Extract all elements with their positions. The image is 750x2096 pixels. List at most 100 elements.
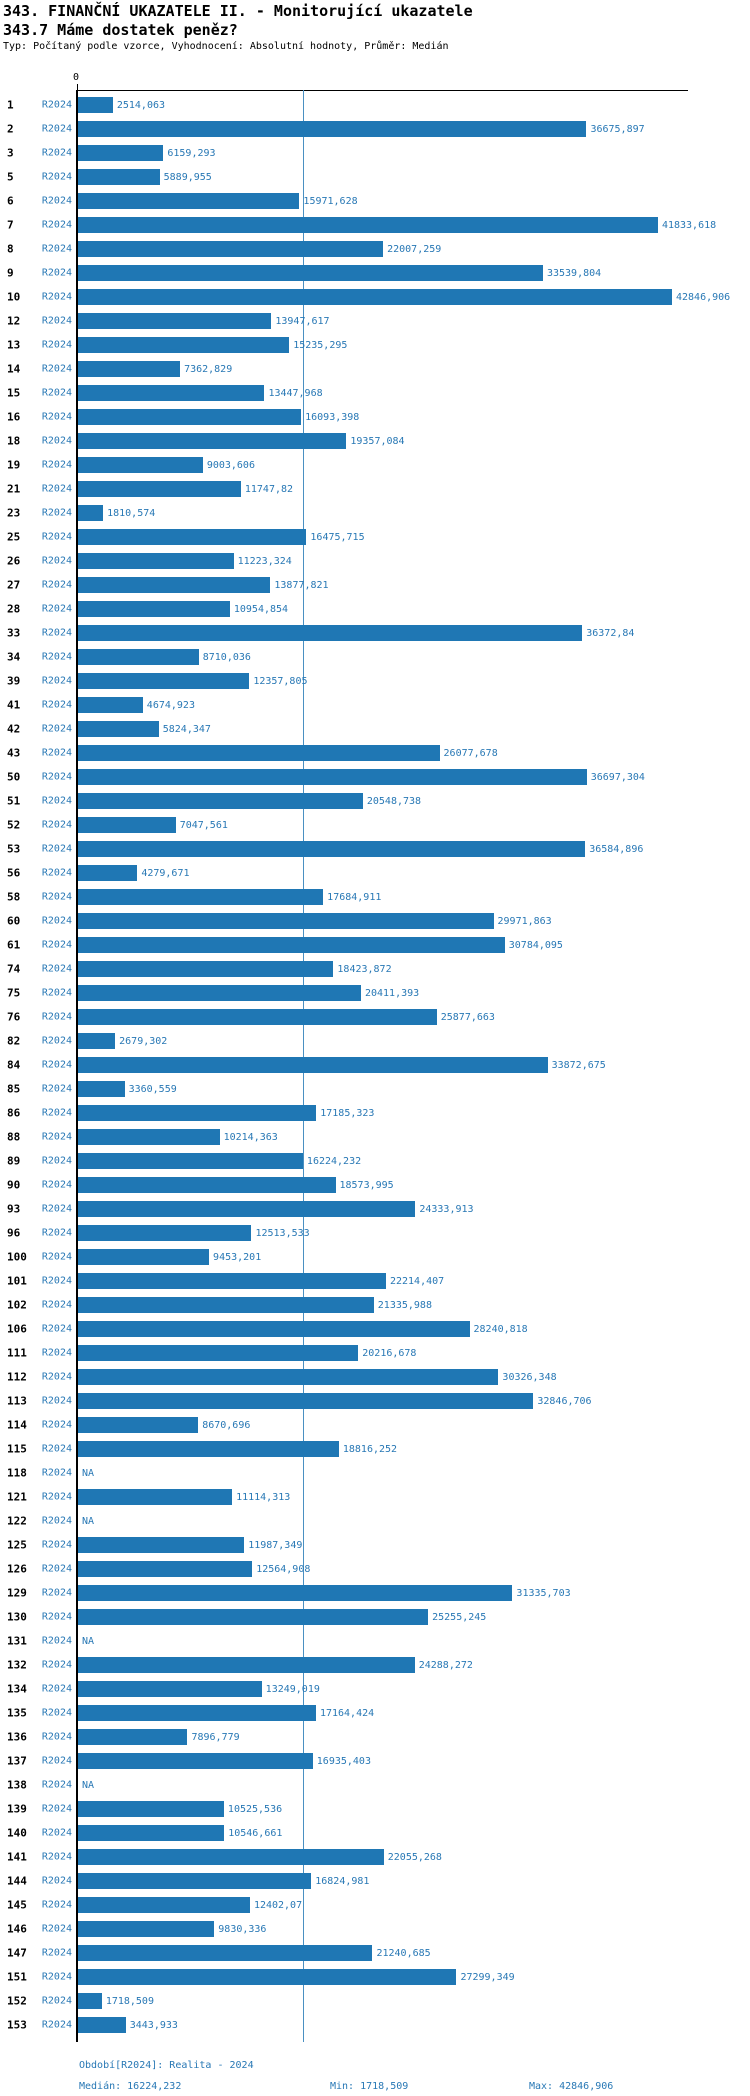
chart-row: 27 R2024 13877,821 [0,573,750,597]
bar-value-label: 18816,252 [342,1443,398,1455]
chart-row: 42 R2024 5824,347 [0,717,750,741]
bar [78,1273,386,1289]
bar [78,265,543,281]
chart-row: 125 R2024 11987,349 [0,1533,750,1557]
row-index-label: 84 [7,1058,21,1072]
bar-value-label: 12402,07 [253,1899,303,1911]
bar-track: 16824,981 [78,1873,688,1889]
bar-track: 24288,272 [78,1657,688,1673]
chart-row: 89 R2024 16224,232 [0,1149,750,1173]
series-label: R2024 [41,747,72,759]
row-index-label: 144 [7,1874,27,1888]
series-label: R2024 [41,459,72,471]
row-index-label: 85 [7,1082,21,1096]
bar-track: 36372,84 [78,625,688,641]
footer-period: Období[R2024]: Realita - 2024 [79,2060,254,2071]
bar [78,289,672,305]
series-label: R2024 [41,1227,72,1239]
footer-min-stat: Min: 1718,509 [330,2081,409,2092]
row-index-label: 43 [7,746,21,760]
bar-track: 8670,696 [78,1417,688,1433]
chart-row: 15 R2024 13447,968 [0,381,750,405]
row-index-label: 86 [7,1106,21,1120]
bar-value-label: 9003,606 [206,459,255,471]
bar-value-label: 36675,897 [590,123,645,135]
bar-track: 16935,403 [78,1753,688,1769]
series-label: R2024 [41,243,72,255]
bar-track: NA [78,1513,688,1529]
chart-row: 115 R2024 18816,252 [0,1437,750,1461]
row-index-label: 129 [7,1586,27,1600]
series-label: R2024 [41,1923,72,1935]
report-meta: Typ: Počítaný podle vzorce, Vyhodnocení:… [3,41,449,52]
chart-row: 6 R2024 15971,628 [0,189,750,213]
bar-value-label: 31335,703 [516,1587,571,1599]
bar [78,409,302,425]
chart-row: 43 R2024 26077,678 [0,741,750,765]
row-index-label: 21 [7,482,21,496]
bar-track: 26077,678 [78,745,688,761]
bar [78,1729,188,1745]
row-index-label: 26 [7,554,21,568]
chart-row: 140 R2024 10546,661 [0,1821,750,1845]
series-label: R2024 [41,387,72,399]
bar [78,145,164,161]
bar-track: 6159,293 [78,145,688,161]
row-index-label: 58 [7,890,21,904]
series-label: R2024 [41,1587,72,1599]
bar-track: 18573,995 [78,1177,688,1193]
row-index-label: 52 [7,818,21,832]
bar-value-label: 12513,533 [255,1227,310,1239]
row-index-label: 19 [7,458,21,472]
bar-value-label: NA [82,1515,95,1527]
series-label: R2024 [41,219,72,231]
series-label: R2024 [41,1755,72,1767]
chart-row: 26 R2024 11223,324 [0,549,750,573]
row-index-label: 51 [7,794,21,808]
bar-track: 13447,968 [78,385,688,401]
chart-row: 144 R2024 16824,981 [0,1869,750,1893]
chart-row: 152 R2024 1718,509 [0,1989,750,2013]
bar-track: 10525,536 [78,1801,688,1817]
bar [78,457,203,473]
bar-value-label: 27299,349 [460,1971,515,1983]
bar [78,1201,416,1217]
bar [78,625,583,641]
row-index-label: 25 [7,530,21,544]
bar-track: 17164,424 [78,1705,688,1721]
chart-row: 51 R2024 20548,738 [0,789,750,813]
bar-value-label: 20216,678 [362,1347,417,1359]
row-index-label: 76 [7,1010,21,1024]
row-index-label: 82 [7,1034,21,1048]
chart-row: 130 R2024 25255,245 [0,1605,750,1629]
row-index-label: 6 [7,194,14,208]
bar [78,1417,199,1433]
row-index-label: 140 [7,1826,27,1840]
series-label: R2024 [41,915,72,927]
bar [78,1609,429,1625]
bar-value-label: NA [82,1779,95,1791]
series-label: R2024 [41,1323,72,1335]
bar-track: 27299,349 [78,1969,688,1985]
bar-value-label: 2514,063 [116,99,166,111]
bar-track: 7362,829 [78,361,688,377]
bar [78,577,271,593]
bar-value-label: 33539,804 [546,267,602,279]
chart-row: 114 R2024 8670,696 [0,1413,750,1437]
chart-row: 100 R2024 9453,201 [0,1245,750,1269]
row-index-label: 115 [7,1442,27,1456]
y-axis-line [76,90,78,2042]
row-index-label: 39 [7,674,21,688]
series-label: R2024 [41,1635,72,1647]
chart-row: 52 R2024 7047,561 [0,813,750,837]
row-index-label: 137 [7,1754,27,1768]
series-label: R2024 [41,99,72,111]
report-title: 343. FINANČNÍ UKAZATELE II. - Monitorují… [3,2,473,20]
row-index-label: 2 [7,122,14,136]
bar-track: 3360,559 [78,1081,688,1097]
bar [78,385,265,401]
series-label: R2024 [41,939,72,951]
bar [78,1945,373,1961]
chart-row: 112 R2024 30326,348 [0,1365,750,1389]
bar [78,1033,116,1049]
